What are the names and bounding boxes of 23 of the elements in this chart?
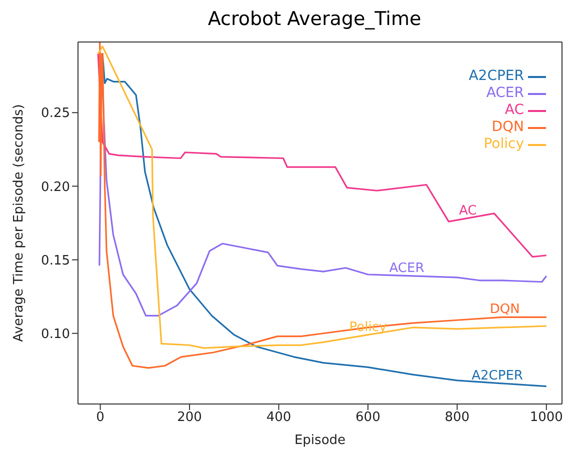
x-tick-label: 400 [266,410,292,426]
y-tick-label: 0.25 [41,106,70,122]
annotation: DQN [490,302,520,318]
y-tick-label: 0.20 [41,180,70,195]
annotation: ACER [389,260,424,276]
x-tick-label: 1000 [530,410,563,426]
legend-label: A2CPER [468,68,524,85]
legend-label: Policy [484,136,524,153]
legend-label: AC [504,102,524,119]
annotation: A2CPER [472,368,523,384]
line-series [97,52,548,258]
x-tick-label: 600 [356,410,380,426]
x-axis-title: Episode [294,433,346,448]
annotation: AC [459,204,477,219]
y-tick-label: 0.10 [41,326,70,342]
x-tick-label: 800 [444,410,470,426]
x-tick-label: 0 [96,410,104,426]
y-axis-title: Average Time per Episode (seconds) [12,104,27,342]
chart-title: Acrobot Average_Time [206,8,422,32]
x-tick-label: 200 [177,410,202,426]
y-tick-label: 0.15 [41,253,70,268]
legend-label: ACER [486,85,524,102]
legend-label: DQN [492,119,524,136]
